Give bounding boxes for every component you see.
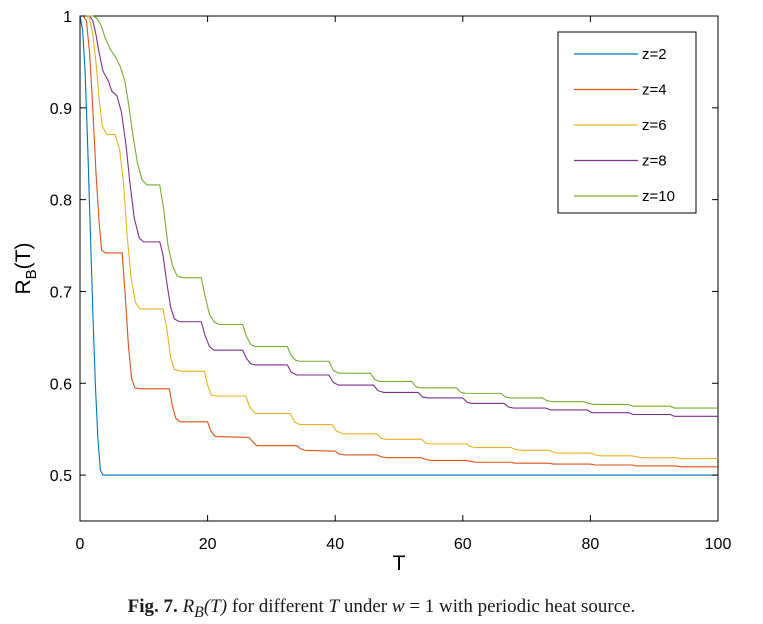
caption-text-3: = 1 with periodic heat source. — [404, 596, 636, 617]
x-tick-label: 60 — [454, 536, 472, 553]
plot-frame — [79, 15, 719, 522]
y-tick-label: 0.8 — [50, 193, 72, 210]
x-tick-label: 80 — [582, 536, 600, 553]
series-line-z-8 — [80, 15, 718, 417]
caption-symbol-w: w — [391, 596, 405, 617]
figure-caption: Fig. 7. RB(T) for different T under w = … — [0, 596, 763, 622]
legend-label: z=6 — [642, 117, 667, 134]
legend: z=2 z=4 z=6 z=8 z=10 — [557, 31, 697, 214]
x-tick-label: 0 — [76, 536, 85, 553]
x-tick-label: 100 — [705, 536, 732, 553]
series-line-z-2 — [79, 15, 718, 476]
caption-symbol-t: T — [328, 596, 340, 617]
caption-symbol-r: R — [182, 596, 195, 617]
series-group — [79, 15, 718, 476]
y-tick-label: 1 — [63, 9, 72, 26]
legend-label: z=4 — [642, 82, 667, 99]
caption-symbol-b: B — [194, 603, 204, 621]
caption-text-1: for different — [227, 596, 329, 617]
y-tick-label: 0.6 — [50, 376, 72, 393]
series-line-z-4 — [80, 15, 718, 468]
y-tick-label: 0.9 — [50, 101, 72, 118]
figure-label: Fig. 7. — [127, 596, 178, 617]
legend-label: z=2 — [642, 46, 667, 63]
series-line-z-10 — [80, 15, 718, 409]
legend-box — [557, 31, 697, 214]
legend-label: z=10 — [642, 188, 675, 205]
ticks-group: 0 20 40 60 80 100 0.5 0.6 0.7 0.8 0.9 1 — [50, 9, 732, 553]
y-tick-label: 0.7 — [50, 284, 72, 301]
series-line-z-6 — [80, 15, 718, 460]
y-tick-label: 0.5 — [50, 468, 72, 485]
x-tick-label: 40 — [326, 536, 344, 553]
caption-text-2: under — [339, 596, 392, 617]
caption-symbol-t-arg: (T) — [203, 596, 228, 617]
labels-group: T RB(T) — [12, 242, 406, 575]
plot-border — [79, 15, 719, 522]
y-axis-label: RB(T) — [12, 242, 40, 294]
x-tick-label: 20 — [199, 536, 217, 553]
legend-label: z=8 — [642, 153, 667, 170]
x-axis-label: T — [393, 552, 406, 575]
